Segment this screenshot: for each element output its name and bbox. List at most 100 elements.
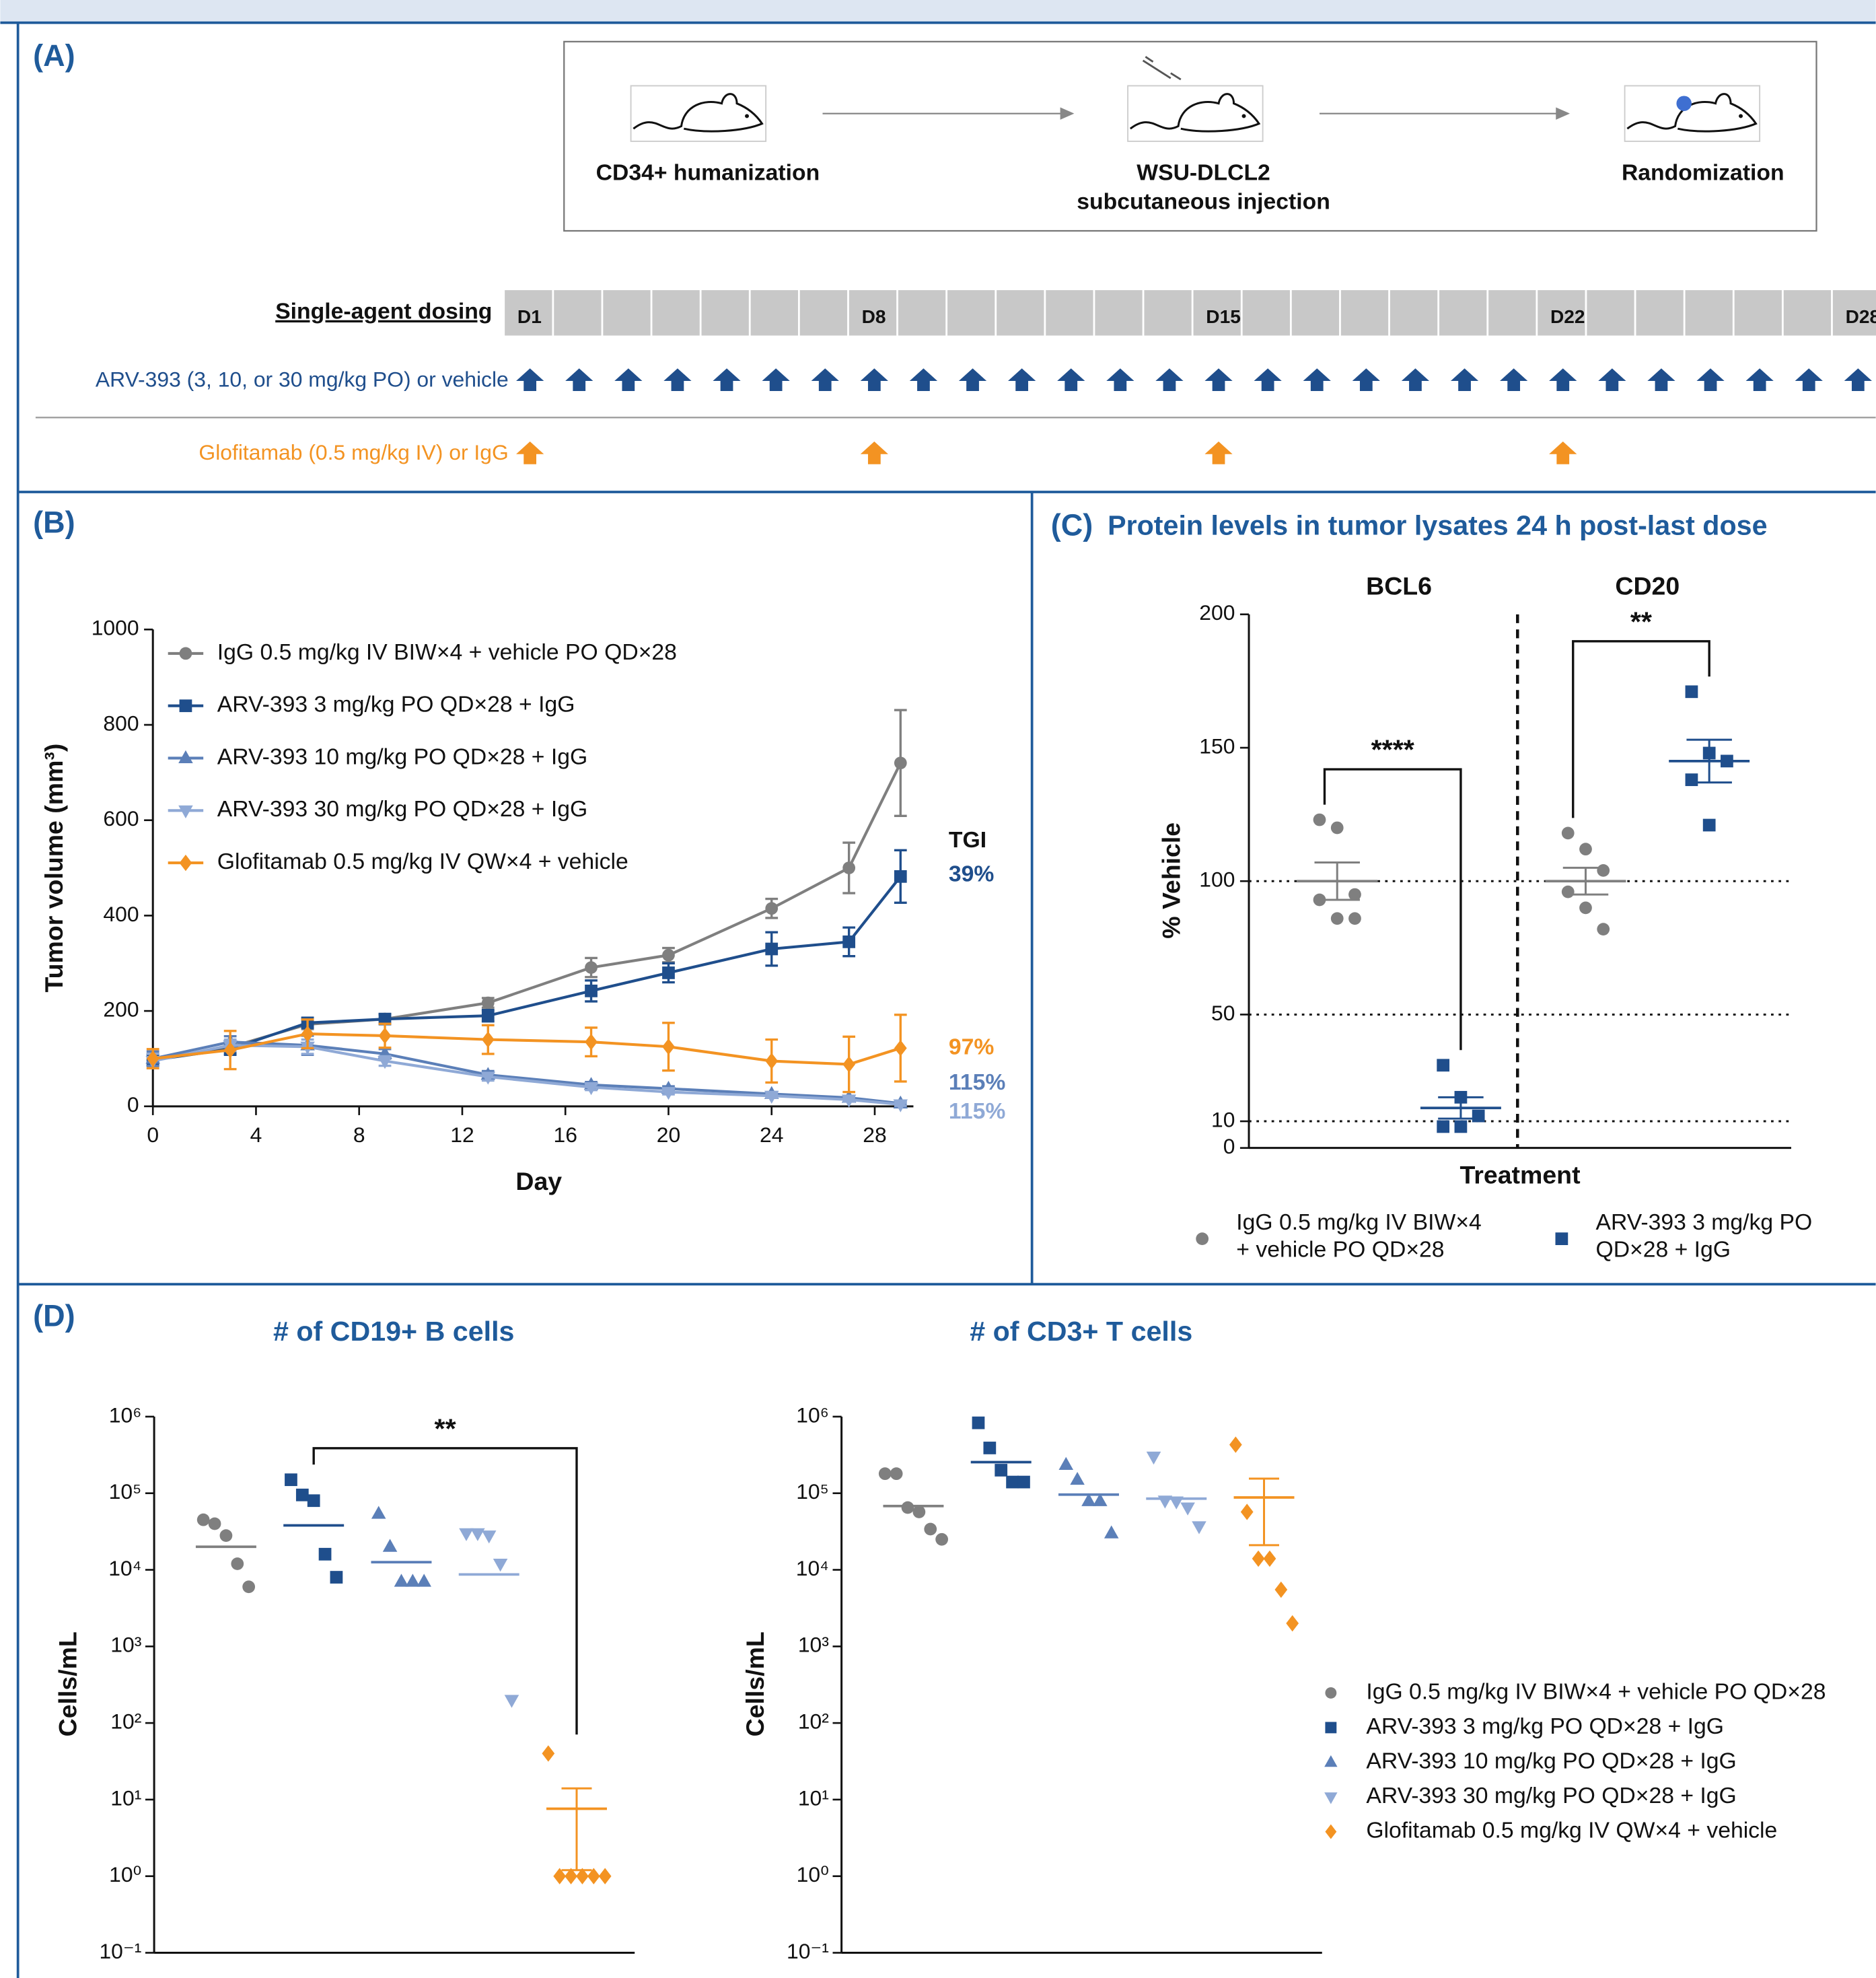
data-point <box>585 1033 598 1051</box>
dose-arrow <box>1844 368 1872 392</box>
mouse-icon <box>1626 93 1758 133</box>
y-tick-label: 10¹ <box>798 1786 829 1810</box>
data-point <box>764 1090 779 1104</box>
y-tick-label: 10⁻¹ <box>787 1939 829 1963</box>
dose-arrow <box>1549 368 1577 392</box>
series-line <box>152 876 902 1062</box>
legend-label: Glofitamab 0.5 mg/kg IV QW×4 + vehicle <box>217 849 628 874</box>
y-tick-label: 10³ <box>798 1633 829 1657</box>
y-tick-label: 10⁰ <box>797 1862 829 1886</box>
data-point <box>480 1071 496 1085</box>
timeline-cell <box>1832 290 1876 336</box>
legend-label: ARV-393 30 mg/kg PO QD×28 + IgG <box>1366 1783 1736 1808</box>
x-tick-label: 20 <box>657 1123 680 1147</box>
data-point <box>983 1442 997 1454</box>
dose-arrow <box>860 441 888 464</box>
schema-arrows <box>822 107 1571 120</box>
data-point <box>382 1539 398 1552</box>
timeline-cell <box>1340 290 1389 336</box>
x-tick-label: 0 <box>147 1123 159 1147</box>
step-label: CD34+ humanization <box>596 160 820 186</box>
timeline-cell <box>1144 290 1192 336</box>
legend-marker <box>1325 1687 1337 1699</box>
dosing-label: ARV-393 (3, 10, or 30 mg/kg PO) or vehic… <box>96 367 509 391</box>
data-point <box>1561 826 1575 840</box>
data-point <box>1229 1436 1242 1453</box>
category-label: CD20 <box>1615 571 1680 600</box>
legend-label: ARV-393 3 mg/kg PO QD×28 + IgG <box>1595 1209 1812 1262</box>
timeline-cell <box>1538 290 1585 336</box>
data-point <box>842 1056 856 1073</box>
y-axis-label: % Vehicle <box>1157 822 1185 939</box>
timeline-cell <box>701 290 749 336</box>
data-point <box>583 1082 599 1096</box>
schema-box <box>563 40 1817 232</box>
data-point <box>394 1574 409 1587</box>
legend-marker <box>178 805 193 818</box>
panel-label: (A) <box>33 38 75 73</box>
data-point <box>662 948 675 962</box>
dose-arrow <box>1008 368 1036 392</box>
dose-arrow <box>516 441 544 464</box>
data-point <box>405 1574 421 1587</box>
data-point <box>242 1580 256 1594</box>
legend-marker <box>1324 1755 1338 1767</box>
timeline-cell <box>799 290 848 336</box>
legend-label: ARV-393 10 mg/kg PO QD×28 + IgG <box>1366 1748 1736 1773</box>
timeline-cell <box>505 290 552 336</box>
dose-arrow <box>1155 368 1184 392</box>
data-point <box>378 1027 392 1045</box>
data-point <box>470 1528 485 1541</box>
data-point <box>1721 754 1733 768</box>
data-point <box>493 1559 508 1572</box>
y-axis-label: Tumor volume (mm³) <box>40 744 68 993</box>
data-point <box>894 1040 907 1057</box>
x-axis-label: Treatment <box>1459 1161 1581 1189</box>
y-tick-label: 10⁻¹ <box>99 1939 141 1963</box>
data-point <box>1348 912 1361 925</box>
data-point <box>1597 923 1610 935</box>
timeline-cell <box>554 290 602 336</box>
timeline-cell <box>947 290 995 336</box>
legend-label: ARV-393 10 mg/kg PO QD×28 + IgG <box>217 744 587 769</box>
data-point <box>894 756 907 770</box>
day-label: D8 <box>862 306 886 327</box>
significance-label: ** <box>1630 606 1652 637</box>
x-axis-label: Treatment <box>1018 1975 1139 1978</box>
data-point <box>841 1094 857 1108</box>
dose-arrow <box>1254 368 1282 392</box>
annotation: 115% <box>949 1069 1005 1095</box>
mouse-icon <box>633 93 764 133</box>
data-point <box>223 1042 237 1059</box>
panel-label: (B) <box>33 505 75 540</box>
dose-arrow <box>1500 368 1528 392</box>
timeline-cell <box>997 290 1044 336</box>
chart-title: # of CD19+ B cells <box>273 1316 515 1347</box>
data-point <box>878 1467 892 1481</box>
data-point <box>1348 888 1361 901</box>
day-label: D1 <box>517 306 542 327</box>
significance-label: **** <box>1371 734 1414 765</box>
timeline-cell <box>1439 290 1487 336</box>
data-point <box>285 1473 297 1487</box>
day-label: D22 <box>1550 306 1585 327</box>
data-point <box>371 1506 386 1519</box>
x-tick-label: 24 <box>760 1123 783 1147</box>
data-point <box>1017 1475 1030 1489</box>
dosing-title: Single-agent dosing <box>275 299 492 324</box>
y-tick-label: 100 <box>1199 868 1235 892</box>
y-tick-label: 10⁴ <box>796 1556 829 1580</box>
y-tick-label: 200 <box>103 997 139 1022</box>
y-axis-label: Cells/mL <box>741 1631 769 1736</box>
data-point <box>481 1530 497 1544</box>
mouse-eye <box>745 114 750 118</box>
data-point <box>661 1087 676 1100</box>
data-point <box>208 1517 221 1530</box>
header-bar <box>0 0 1876 23</box>
series-line <box>152 1040 901 1105</box>
y-tick-label: 800 <box>103 711 139 735</box>
timeline-cell <box>1193 290 1241 336</box>
data-point <box>1437 1059 1450 1072</box>
icon-frame <box>1127 85 1264 142</box>
y-tick-label: 200 <box>1199 600 1235 625</box>
